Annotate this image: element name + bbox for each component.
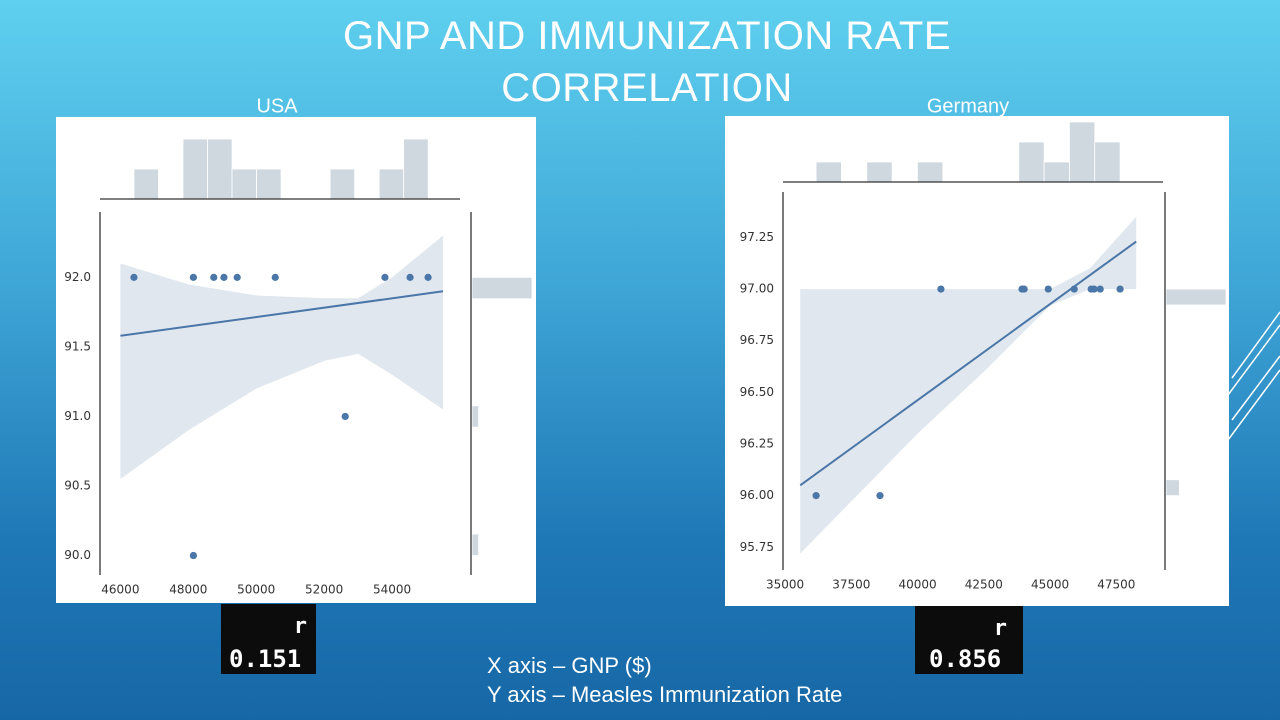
y-tick-label: 96.50 bbox=[740, 385, 774, 399]
y-tick-label: 97.25 bbox=[740, 230, 774, 244]
scatter-point bbox=[341, 412, 349, 421]
scatter-point bbox=[876, 492, 884, 500]
y-tick-label: 90.5 bbox=[64, 478, 91, 492]
x-tick-label: 54000 bbox=[373, 583, 411, 597]
scatter-point bbox=[1070, 285, 1078, 293]
stat-box bbox=[221, 604, 316, 674]
histogram-bar bbox=[231, 168, 257, 200]
scatter-point bbox=[233, 273, 241, 281]
scatter-point bbox=[812, 492, 820, 500]
scatter-point bbox=[220, 273, 228, 281]
scatter-point bbox=[210, 273, 218, 281]
x-tick-label: 47500 bbox=[1097, 578, 1135, 592]
histogram-bar bbox=[471, 533, 480, 556]
histogram-bar bbox=[1018, 141, 1045, 183]
x-tick-label: 35000 bbox=[766, 578, 804, 592]
y-tick-label: 96.75 bbox=[740, 333, 774, 347]
scatter-point bbox=[189, 273, 197, 281]
stat-value: 0.856 bbox=[929, 645, 1001, 673]
histogram-bar bbox=[207, 138, 233, 200]
chart-title: USA bbox=[256, 95, 298, 117]
histogram-bar bbox=[471, 405, 480, 428]
histogram-bar bbox=[133, 168, 159, 200]
x-tick-label: 37500 bbox=[832, 578, 870, 592]
y-tick-label: 97.00 bbox=[740, 282, 774, 296]
x-tick-label: 50000 bbox=[237, 583, 275, 597]
stat-label: r bbox=[994, 616, 1007, 641]
histogram-bar bbox=[1043, 161, 1070, 183]
stat-box bbox=[915, 606, 1023, 674]
chart-title: Germany bbox=[927, 95, 1009, 117]
scatter-point bbox=[937, 285, 945, 293]
histogram-bar bbox=[866, 161, 893, 183]
scatter-point bbox=[1096, 285, 1104, 293]
y-tick-label: 92.0 bbox=[64, 270, 91, 284]
axis-note: Y axis – Measles Immunization Rate bbox=[487, 682, 842, 707]
y-tick-label: 96.00 bbox=[740, 488, 774, 502]
histogram-bar bbox=[1069, 121, 1096, 183]
scatter-point bbox=[424, 273, 432, 281]
x-tick-label: 52000 bbox=[305, 583, 343, 597]
scatter-point bbox=[130, 273, 138, 281]
histogram-bar bbox=[815, 161, 842, 183]
x-tick-label: 42500 bbox=[965, 578, 1003, 592]
histogram-bar bbox=[256, 168, 282, 200]
trend-line bbox=[799, 240, 1137, 487]
decoration bbox=[1227, 311, 1280, 441]
axis-note: X axis – GNP ($) bbox=[487, 653, 652, 678]
histogram-bar bbox=[403, 138, 429, 200]
y-tick-label: 91.5 bbox=[64, 339, 91, 353]
x-tick-label: 48000 bbox=[169, 583, 207, 597]
histogram-bar bbox=[182, 138, 208, 200]
histogram-bar bbox=[329, 168, 356, 200]
histogram-bar bbox=[471, 276, 533, 300]
deco-line bbox=[1227, 324, 1280, 396]
scatter-point bbox=[271, 273, 279, 281]
confidence-band bbox=[800, 216, 1137, 554]
y-tick-label: 96.25 bbox=[740, 437, 774, 451]
deco-line bbox=[1227, 369, 1280, 441]
scatter-point bbox=[1044, 285, 1052, 293]
stat-label: r bbox=[294, 614, 307, 639]
scatter-point bbox=[406, 273, 414, 281]
histogram-bar bbox=[1165, 479, 1180, 497]
y-tick-label: 91.0 bbox=[64, 409, 91, 423]
x-tick-label: 40000 bbox=[899, 578, 937, 592]
x-tick-label: 46000 bbox=[101, 583, 139, 597]
histogram-bar bbox=[1165, 288, 1227, 306]
y-tick-label: 90.0 bbox=[64, 548, 91, 562]
scatter-point bbox=[1020, 285, 1028, 293]
scatter-point bbox=[1116, 285, 1124, 293]
trend-line bbox=[120, 290, 444, 337]
stat-value: 0.151 bbox=[229, 645, 301, 673]
deco-line bbox=[1231, 355, 1280, 421]
confidence-band bbox=[120, 235, 444, 480]
histogram-bar bbox=[378, 168, 405, 200]
scatter-point bbox=[189, 551, 197, 560]
x-tick-label: 45000 bbox=[1031, 578, 1069, 592]
scatter-point bbox=[1090, 285, 1098, 293]
y-tick-label: 95.75 bbox=[740, 540, 774, 554]
histogram-bar bbox=[1094, 141, 1121, 183]
slide-title: GNP AND IMMUNIZATION RATE CORRELATION bbox=[342, 14, 952, 110]
scatter-point bbox=[381, 273, 389, 281]
deco-line bbox=[1231, 311, 1280, 379]
histogram-bar bbox=[917, 161, 944, 183]
